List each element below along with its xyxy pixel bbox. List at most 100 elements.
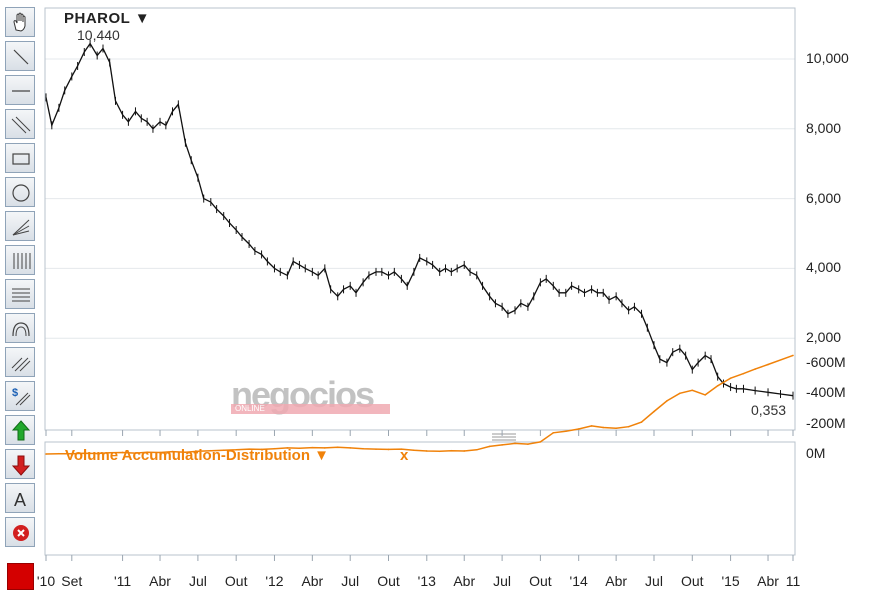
indicator-point [362,447,364,450]
indicator-point [324,447,326,449]
circle-tool-button[interactable] [5,177,35,207]
x-tick-label: Abr [757,573,779,589]
indicator-point [298,447,301,450]
indicator-point [146,451,148,453]
indicator-point [539,441,542,443]
horizontal-line-tool-button[interactable] [5,75,35,105]
hand-icon [13,12,26,32]
indicator-point [349,447,352,449]
x-tick-label: Out [529,573,552,589]
indicator-point [527,443,529,445]
panel-resize-handle[interactable] [492,433,516,441]
indicator-point [754,368,756,370]
indicator-point [590,425,593,427]
watermark-sub: ONLINE [231,404,390,414]
hand-tool-button[interactable] [5,7,35,37]
letter-a-icon: A [14,490,26,510]
line-tool-button[interactable] [5,41,35,71]
price-y-tick: 2,000 [806,329,842,346]
x-tick-label: '14 [569,573,588,589]
gann-tool-button[interactable] [5,347,35,377]
speed-lines-tool-button[interactable]: $ [5,381,35,411]
indicator-point [501,444,503,446]
indicator-point [58,452,60,455]
buy-arrow-tool-button[interactable] [5,415,35,445]
price-panel-border [44,7,796,431]
indicator-point [260,448,263,451]
indicator-point [666,400,668,402]
x-tick-label: Abr [605,573,628,589]
rectangle-tool-button[interactable] [5,143,35,173]
indicator-point [184,451,187,453]
dollar-lines-icon: $ [12,387,31,406]
fan-tool-button[interactable] [5,211,35,241]
indicator-point [413,449,415,452]
x-tick-label: '10 [36,573,56,589]
symbol-selector[interactable]: PHAROL ▼ [64,10,151,27]
x-tick-label: '11 [113,573,132,589]
sell-arrow-tool-button[interactable] [5,449,35,479]
indicator-y-tick: -400M [806,384,846,401]
x-axis-ticks [45,430,794,561]
indicator-point [615,427,617,430]
x-tick-label: Abr [453,573,476,589]
price-grid [45,58,795,339]
indicator-panel-border [44,441,796,556]
indicator-point [387,448,390,451]
red-down-arrow-icon [11,455,31,476]
indicator-close-button[interactable]: x [400,447,409,464]
indicator-series [45,354,794,455]
color-swatch[interactable] [7,563,34,590]
indicator-point [273,447,276,450]
channel-tool-button[interactable] [5,109,35,139]
diagonal-line-icon [13,49,29,65]
indicator-point [729,377,732,379]
indicator-point [475,448,478,451]
delete-tool-button[interactable] [5,517,35,547]
indicator-point [552,431,555,434]
diagonal-grid-icon [11,357,31,372]
horizontal-line-icon [12,90,30,92]
arc-icon [12,322,30,337]
horizontal-grid-tool-button[interactable] [5,279,35,309]
indicator-point [222,449,225,452]
svg-text:$: $ [12,387,18,399]
indicator-point [375,448,377,450]
indicator-point [514,442,516,445]
indicator-point [400,448,403,450]
circle-icon [12,184,30,202]
indicator-point [311,446,314,449]
indicator-point [640,421,643,423]
indicator-point [171,450,174,453]
indicator-point [197,450,199,453]
indicator-point [602,426,605,429]
drawing-toolbar: $ A [0,0,40,600]
indicator-point [83,452,86,455]
indicator-point [679,392,681,395]
rectangle-icon [12,153,30,165]
x-tick-label: Out [681,573,704,589]
indicator-point [792,354,794,357]
indicator-point [627,425,630,428]
text-tool-button[interactable]: A [5,483,35,513]
indicator-point [488,445,491,448]
indicator-point [577,428,580,430]
price-y-tick: 4,000 [806,259,842,276]
price-y-tick: 6,000 [806,189,842,206]
indicator-point [108,451,111,454]
high-value-label: 10,440 [77,27,120,43]
vertical-grid-tool-button[interactable] [5,245,35,275]
indicator-point [564,430,567,433]
indicator-selector[interactable]: Volume Accumulation-Distribution ▼ [65,447,330,464]
indicator-point [45,453,47,455]
x-tick-label: Abr [149,573,171,589]
indicator-y-tick: -200M [806,414,846,431]
price-y-tick: 10,000 [806,50,849,66]
indicator-point [438,450,441,453]
arc-tool-button[interactable] [5,313,35,343]
indicator-point [742,372,745,375]
indicator-point [248,448,250,450]
indicator-point [209,449,212,452]
indicator-point [159,451,161,454]
